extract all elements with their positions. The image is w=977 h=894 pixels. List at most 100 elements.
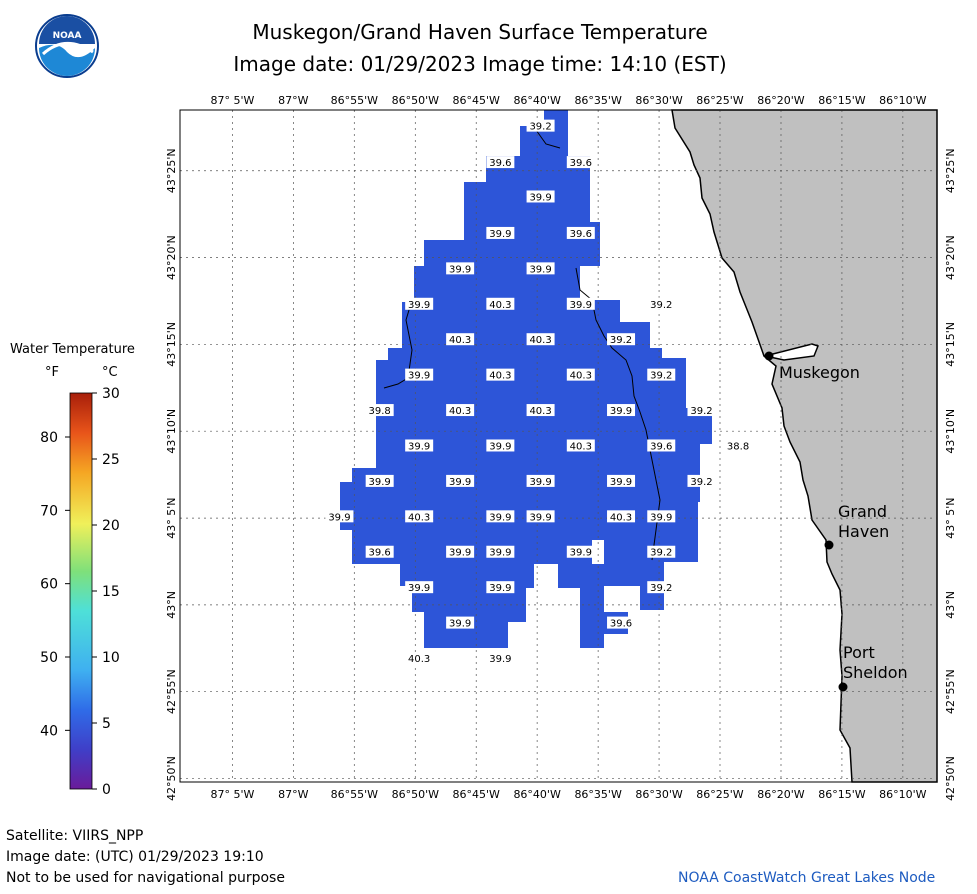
temperature-label: 39.2 (526, 119, 555, 133)
svg-text:39.9: 39.9 (570, 548, 592, 559)
lon-label-bottom: 86°35'W (574, 788, 622, 801)
svg-text:39.9: 39.9 (489, 548, 511, 559)
city-label: Haven (838, 522, 889, 541)
temperature-label: 38.8 (724, 439, 753, 452)
lat-label-left: 42°50'N (165, 756, 178, 801)
svg-text:40.3: 40.3 (610, 512, 632, 523)
svg-text:39.6: 39.6 (489, 158, 511, 169)
city-label: Port (843, 643, 875, 662)
temperature-label: 39.9 (446, 616, 475, 630)
svg-text:39.9: 39.9 (489, 654, 511, 665)
svg-text:39.6: 39.6 (570, 158, 592, 169)
svg-text:39.9: 39.9 (529, 512, 551, 523)
svg-text:39.2: 39.2 (650, 548, 672, 559)
noaa-logo: NOAA (35, 14, 99, 78)
city-label: Grand (838, 502, 887, 521)
lon-label-bottom: 86°15'W (818, 788, 866, 801)
temperature-label: 40.3 (405, 510, 434, 523)
svg-text:39.2: 39.2 (690, 477, 712, 488)
temperature-label: 39.9 (566, 297, 595, 311)
temperature-label: 39.6 (647, 439, 676, 452)
svg-text:39.6: 39.6 (369, 548, 391, 559)
temperature-label: 40.3 (526, 333, 555, 346)
svg-text:39.9: 39.9 (449, 477, 471, 488)
lat-label-right: 43°25'N (944, 148, 957, 193)
svg-text:39.6: 39.6 (570, 229, 592, 240)
lon-label-top: 87° 5'W (210, 94, 254, 107)
lat-label-right: 43°N (944, 591, 957, 619)
svg-text:40.3: 40.3 (408, 512, 430, 523)
lon-label-top: 87°W (278, 94, 308, 107)
lon-label-top: 86°45'W (453, 94, 501, 107)
temperature-label: 39.9 (526, 474, 555, 488)
svg-text:40.3: 40.3 (529, 335, 551, 346)
temperature-label: 39.9 (526, 262, 555, 275)
svg-text:40.3: 40.3 (570, 371, 592, 382)
temperature-label: 39.9 (325, 510, 354, 523)
temperature-label: 39.9 (446, 474, 475, 488)
svg-text:39.9: 39.9 (408, 441, 430, 452)
map-frame (179, 109, 938, 783)
temperature-label: 39.2 (647, 545, 676, 559)
lon-label-bottom: 87°W (278, 788, 308, 801)
temperature-label: 39.9 (446, 545, 475, 559)
lat-label-left: 43°N (165, 591, 178, 619)
temperature-label: 39.9 (486, 652, 515, 665)
svg-text:40.3: 40.3 (529, 406, 551, 417)
page-title: Muskegon/Grand Haven Surface Temperature (252, 20, 708, 44)
svg-text:39.9: 39.9 (650, 512, 672, 523)
lon-label-bottom: 86°20'W (757, 788, 805, 801)
legend-unit-f: °F (45, 365, 59, 380)
no-data-hole (592, 540, 604, 564)
utc-date-label: Image date: (UTC) 01/29/2023 19:10 (6, 849, 264, 865)
svg-text:39.9: 39.9 (529, 477, 551, 488)
lat-label-left: 43°25'N (165, 148, 178, 193)
lon-label-top: 86°25'W (696, 94, 744, 107)
temperature-label: 39.2 (687, 404, 716, 417)
lat-label-left: 43°20'N (165, 235, 178, 280)
temperature-label: 39.9 (365, 474, 394, 488)
temperature-label: 39.2 (647, 297, 676, 311)
lon-label-bottom: 86°40'W (513, 788, 561, 801)
svg-text:40.3: 40.3 (449, 335, 471, 346)
svg-text:40.3: 40.3 (489, 300, 511, 311)
svg-text:39.9: 39.9 (610, 406, 632, 417)
lon-label-bottom: 86°10'W (879, 788, 927, 801)
temperature-label: 40.3 (566, 439, 595, 452)
temperature-label: 40.3 (607, 510, 636, 523)
isotherm-line (575, 267, 661, 561)
svg-text:40.3: 40.3 (408, 654, 430, 665)
lat-label-right: 42°55'N (944, 669, 957, 714)
temperature-label: 39.2 (607, 333, 636, 346)
credit-label: NOAA CoastWatch Great Lakes Node (678, 870, 936, 886)
temperature-label: 39.2 (647, 368, 676, 382)
lat-label-right: 42°50'N (944, 756, 957, 801)
svg-text:39.9: 39.9 (369, 477, 391, 488)
satellite-label: Satellite: VIIRS_NPP (6, 828, 144, 844)
temperature-label: 39.9 (486, 581, 515, 594)
lon-label-top: 86°30'W (635, 94, 683, 107)
temperature-label: 40.3 (486, 297, 515, 311)
temperature-label: 40.3 (405, 652, 434, 665)
svg-text:39.9: 39.9 (570, 300, 592, 311)
svg-text:40.3: 40.3 (449, 406, 471, 417)
isotherm-line (535, 129, 561, 149)
temperature-label: 39.9 (405, 297, 434, 311)
temperature-label: 40.3 (566, 368, 595, 382)
svg-text:39.9: 39.9 (489, 229, 511, 240)
temperature-label: 39.6 (365, 545, 394, 559)
lon-label-top: 86°35'W (574, 94, 622, 107)
svg-text:39.9: 39.9 (408, 300, 430, 311)
svg-text:39.6: 39.6 (610, 619, 632, 630)
temperature-label: 40.3 (526, 404, 555, 417)
svg-text:39.2: 39.2 (650, 371, 672, 382)
legend-title: Water Temperature (10, 342, 135, 357)
lat-label-left: 42°55'N (165, 669, 178, 714)
svg-text:39.2: 39.2 (610, 335, 632, 346)
lon-label-top: 86°40'W (513, 94, 561, 107)
lat-label-right: 43° 5'N (944, 497, 957, 538)
lon-label-bottom: 86°55'W (331, 788, 379, 801)
